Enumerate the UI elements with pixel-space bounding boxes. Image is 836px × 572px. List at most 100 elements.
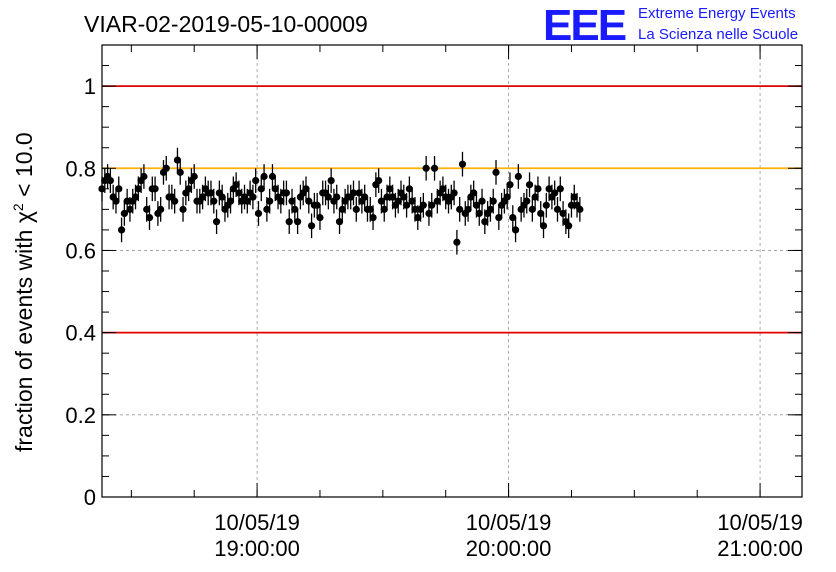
data-point [489, 197, 497, 205]
data-point [207, 189, 215, 197]
data-point [394, 197, 402, 205]
data-point [453, 238, 461, 246]
data-point [190, 172, 198, 181]
data-point [106, 177, 114, 185]
x-tick-date-label: 10/05/19 [466, 510, 552, 535]
data-point [260, 172, 268, 181]
data-point [537, 209, 545, 218]
data-point [198, 193, 207, 201]
x-tick-date-label: 10/05/19 [214, 510, 300, 535]
y-tick-label: 0.6 [65, 238, 96, 263]
data-point [268, 172, 277, 181]
data-point [327, 177, 335, 185]
data-point [171, 197, 179, 205]
data-point [266, 197, 274, 205]
x-tick-time-label: 21:00:00 [717, 536, 803, 561]
data-point [173, 156, 182, 164]
eee-logo-line2: La Scienza nelle Scuole [638, 26, 798, 43]
data-point [249, 193, 257, 201]
data-point [472, 201, 481, 209]
data-point [277, 197, 285, 205]
data-point [389, 193, 397, 201]
y-axis: 0 0.2 0.4 0.6 0.8 1 [65, 44, 802, 510]
data-point [545, 185, 553, 193]
data-point [131, 193, 140, 201]
data-point [302, 185, 310, 193]
data-point [503, 193, 511, 201]
y-axis-label: fraction of events with χ2 < 10.0 [10, 132, 37, 452]
data-point [140, 172, 148, 181]
data-point [366, 205, 374, 213]
y-tick-label: 0.4 [65, 321, 96, 346]
data-point [185, 185, 193, 193]
y-tick-label: 0.2 [65, 403, 96, 428]
data-point [531, 193, 539, 201]
data-point [556, 185, 564, 193]
x-tick-time-label: 20:00:00 [466, 536, 552, 561]
data-point [470, 189, 478, 197]
data-point [162, 164, 170, 172]
data-point [383, 193, 391, 201]
data-point [176, 168, 184, 176]
data-point [570, 193, 578, 201]
data-point [145, 213, 154, 222]
data-point [525, 181, 534, 189]
data-point [235, 189, 243, 197]
data-point [377, 197, 386, 205]
data-point [511, 226, 520, 234]
data-point [567, 201, 576, 209]
data-point [458, 160, 467, 168]
data-point [288, 197, 296, 205]
data-point [349, 189, 358, 197]
data-point [553, 205, 562, 213]
data-point [495, 213, 503, 222]
data-point [565, 222, 573, 230]
data-point [400, 193, 408, 201]
data-point [218, 193, 226, 201]
data-point [411, 205, 419, 213]
x-tick-time-label: 19:00:00 [214, 536, 300, 561]
data-point [475, 209, 483, 218]
data-point [313, 201, 321, 209]
data-point [355, 189, 363, 197]
data-point [126, 205, 134, 213]
data-point [210, 197, 218, 205]
data-point [425, 209, 433, 218]
data-point [422, 164, 430, 172]
data-point [439, 185, 447, 193]
data-point [316, 213, 324, 222]
data-point [405, 185, 413, 193]
data-point [430, 164, 439, 172]
data-point [408, 197, 416, 205]
data-point [324, 193, 332, 201]
y-axis-label-suffix: < 10.0 [11, 132, 37, 203]
y-axis-label-sup: 2 [10, 203, 26, 211]
data-point [123, 197, 131, 205]
data-point [263, 205, 271, 213]
data-point [212, 218, 221, 226]
y-tick-label: 1 [84, 74, 96, 99]
chart-title: VIAR-02-2019-05-10-00009 [84, 11, 368, 37]
data-point [456, 205, 464, 213]
x-tick-date-label: 10/05/19 [717, 510, 803, 535]
data-point [226, 197, 235, 205]
data-point [539, 222, 548, 230]
data-point [307, 222, 316, 230]
data-point [271, 185, 279, 193]
y-axis-label-prefix: fraction of events with [11, 223, 37, 452]
data-point [542, 201, 550, 209]
data-point [492, 168, 500, 176]
data-point [386, 185, 394, 193]
data-point [428, 201, 436, 209]
data-point [232, 181, 240, 189]
y-axis-label-symbol: χ [11, 211, 37, 223]
data-point [117, 226, 126, 234]
eee-logo-mark: EEE [543, 1, 626, 50]
data-point [402, 201, 411, 209]
data-point [375, 177, 383, 185]
eee-logo: EEE Extreme Energy Events La Scienza nel… [543, 1, 798, 50]
data-point [112, 197, 120, 205]
data-point [115, 185, 123, 193]
